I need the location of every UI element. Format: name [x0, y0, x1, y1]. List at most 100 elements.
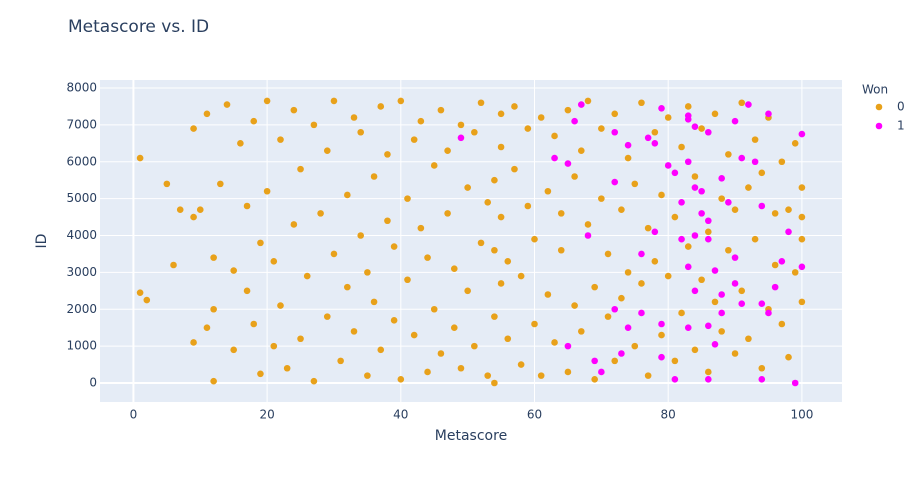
point: [497, 213, 505, 221]
point: [424, 254, 431, 261]
point: [671, 169, 679, 177]
point: [745, 101, 752, 108]
point: [604, 313, 612, 320]
point: [257, 239, 264, 247]
point: [136, 289, 144, 296]
point: [210, 305, 217, 313]
point: [491, 379, 498, 387]
point: [778, 258, 786, 265]
point: [263, 187, 271, 195]
point: [678, 235, 685, 243]
point: [611, 178, 619, 186]
point: [504, 335, 512, 343]
point: [771, 283, 779, 291]
point: [731, 206, 739, 213]
point: [310, 377, 318, 385]
point: [330, 250, 338, 258]
point: [551, 339, 558, 346]
point: [725, 151, 732, 158]
point: [791, 269, 799, 276]
point: [544, 291, 552, 298]
point: [631, 342, 639, 350]
point: [591, 376, 598, 383]
point: [497, 280, 505, 287]
point: [698, 125, 705, 132]
point: [203, 110, 211, 118]
point: [684, 263, 692, 271]
point: [364, 269, 371, 276]
point: [203, 324, 211, 331]
point: [350, 114, 358, 121]
point: [658, 331, 665, 339]
point: [684, 243, 692, 250]
legend-marker[interactable]: [875, 122, 883, 130]
point: [711, 298, 719, 306]
point: [497, 110, 505, 118]
point: [751, 136, 759, 143]
point: [705, 128, 712, 136]
point: [544, 187, 552, 195]
point: [217, 180, 224, 188]
point: [611, 128, 619, 136]
y-tick-label: 3000: [66, 265, 97, 279]
point: [738, 154, 746, 162]
point: [417, 224, 425, 232]
point: [791, 379, 799, 387]
point: [424, 368, 431, 376]
point: [471, 342, 478, 350]
x-tick-label: 80: [661, 408, 676, 422]
point: [357, 128, 365, 136]
y-axis-title: ID: [34, 234, 50, 249]
point: [571, 117, 578, 125]
point: [410, 136, 418, 143]
point: [237, 140, 244, 147]
point: [471, 128, 478, 136]
point: [457, 134, 465, 142]
point: [564, 342, 572, 350]
point: [638, 309, 645, 317]
y-tick-label: 7000: [66, 117, 97, 131]
point: [651, 228, 659, 236]
point: [598, 195, 605, 202]
legend-label[interactable]: 0: [897, 100, 905, 114]
point: [658, 353, 665, 361]
point: [758, 202, 766, 210]
legend-marker[interactable]: [875, 103, 883, 111]
point: [323, 147, 331, 154]
points: [136, 97, 806, 387]
point: [738, 300, 746, 308]
point: [243, 287, 251, 295]
point: [504, 258, 512, 265]
point: [430, 162, 438, 169]
point: [397, 376, 405, 383]
point: [297, 165, 304, 173]
point: [270, 342, 278, 350]
point: [798, 263, 806, 271]
point: [317, 210, 324, 217]
point: [691, 287, 699, 295]
point: [477, 239, 485, 247]
point: [491, 176, 498, 184]
point: [691, 123, 699, 131]
point: [557, 246, 565, 254]
point: [651, 140, 659, 147]
point: [290, 221, 298, 228]
point: [377, 103, 385, 110]
point: [718, 195, 725, 202]
point: [270, 258, 278, 265]
legend-label[interactable]: 1: [897, 119, 905, 133]
point: [651, 128, 659, 136]
legend-title: Won: [862, 83, 888, 97]
point: [684, 116, 692, 123]
x-tick-label: 100: [790, 408, 813, 422]
point: [564, 368, 572, 376]
point: [524, 125, 532, 132]
point: [223, 101, 231, 108]
point: [611, 110, 619, 118]
point: [644, 372, 652, 379]
point: [691, 173, 699, 180]
point: [624, 269, 632, 276]
point: [684, 158, 692, 166]
point: [771, 210, 779, 217]
